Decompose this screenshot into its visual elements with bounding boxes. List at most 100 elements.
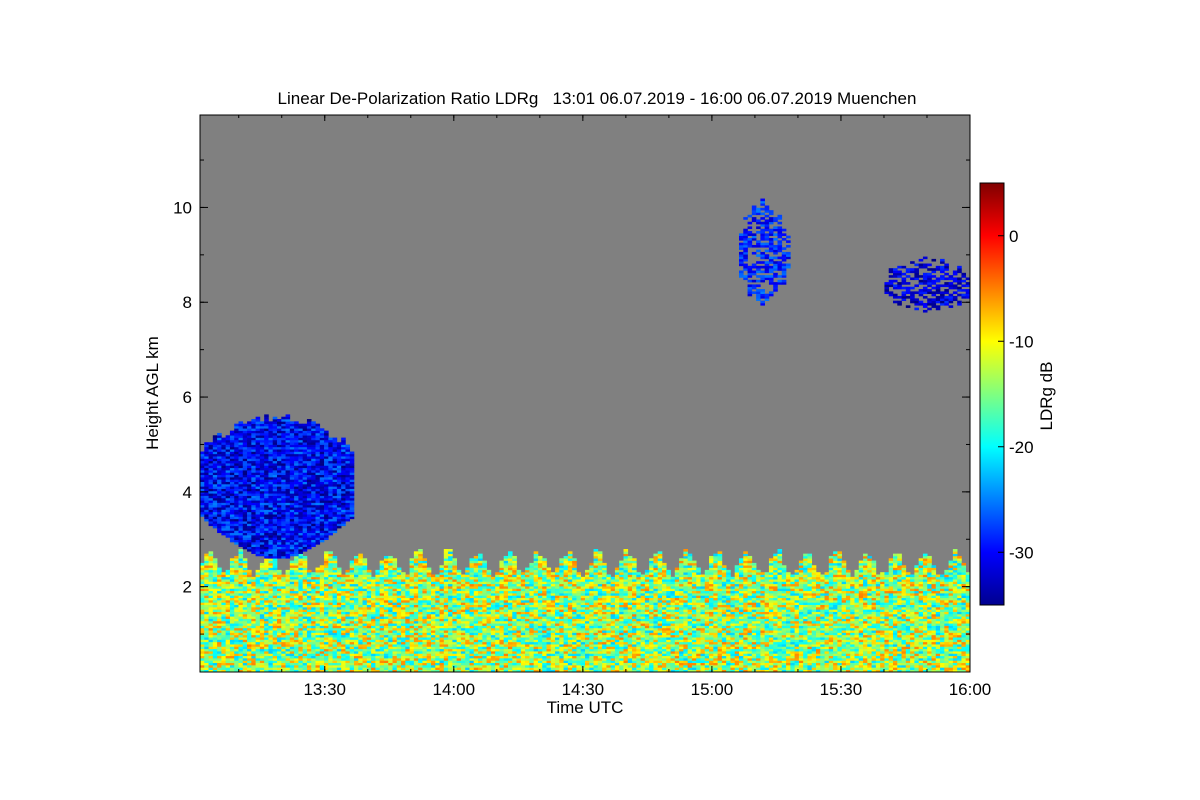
heatmap-cell [311, 590, 316, 594]
heatmap-cell [632, 576, 637, 580]
heatmap-cell [366, 618, 372, 622]
heatmap-cell [589, 590, 594, 594]
heatmap-cell [212, 625, 218, 629]
heatmap-cell [375, 641, 380, 645]
heatmap-cell [580, 579, 586, 582]
heatmap-cell [324, 648, 329, 652]
heatmap-cell [401, 669, 406, 672]
heatmap-cell [332, 616, 338, 619]
heatmap-cell [597, 572, 603, 575]
heatmap-cell [465, 646, 470, 650]
heatmap-cell [426, 593, 432, 596]
heatmap-cell [332, 609, 338, 612]
heatmap-cell [225, 588, 231, 592]
heatmap-cell [460, 611, 466, 615]
heatmap-cell [264, 634, 269, 638]
heatmap-cell [336, 669, 342, 672]
heatmap-cell [336, 600, 342, 603]
heatmap-cell [204, 623, 209, 626]
heatmap-cell [298, 641, 303, 645]
heatmap-cell [448, 669, 453, 672]
heatmap-cell [319, 597, 325, 601]
heatmap-cell [443, 576, 449, 580]
heatmap-cell [426, 665, 432, 668]
heatmap-cell [388, 572, 393, 575]
heatmap-cell [242, 586, 248, 589]
heatmap-cell [405, 651, 410, 654]
heatmap-cell [563, 567, 569, 571]
heatmap-cell [465, 569, 470, 573]
heatmap-cell [619, 620, 624, 624]
heatmap-cell [529, 604, 534, 608]
heatmap-cell [268, 625, 274, 629]
heatmap-cell [550, 597, 556, 601]
heatmap-cell [589, 600, 594, 603]
heatmap-cell [503, 558, 509, 561]
heatmap-cell [319, 616, 325, 619]
heatmap-cell [208, 555, 214, 559]
heatmap-cell [614, 611, 620, 615]
heatmap-cell [306, 572, 312, 575]
heatmap-cell [632, 646, 637, 650]
heatmap-cell [319, 641, 325, 645]
heatmap-cell [593, 600, 599, 603]
heatmap-cell [285, 644, 291, 647]
heatmap-cell [550, 632, 556, 636]
heatmap-cell [413, 609, 419, 612]
heatmap-cell [632, 572, 637, 575]
heatmap-cell [563, 593, 569, 596]
heatmap-cell [520, 662, 526, 666]
heatmap-cell [375, 665, 380, 668]
heatmap-cell [448, 553, 453, 557]
heatmap-cell [328, 595, 333, 599]
heatmap-cell [602, 669, 607, 672]
heatmap-cell [217, 607, 222, 610]
heatmap-cell [589, 616, 594, 619]
heatmap-cell [597, 665, 603, 668]
heatmap-cell [354, 567, 359, 571]
heatmap-cell [508, 565, 513, 568]
heatmap-cell [217, 665, 222, 668]
heatmap-cell [332, 569, 338, 573]
heatmap-cell [204, 667, 209, 670]
heatmap-cell [238, 590, 244, 594]
heatmap-cell [319, 669, 325, 672]
heatmap-cell [302, 576, 308, 580]
heatmap-cell [272, 630, 278, 633]
heatmap-cell [413, 651, 419, 654]
heatmap-cell [546, 639, 552, 643]
heatmap-cell [632, 602, 637, 605]
heatmap-cell [319, 627, 325, 631]
heatmap-cell [499, 581, 505, 585]
heatmap-cell [277, 611, 282, 615]
heatmap-cell [251, 651, 256, 654]
heatmap-cell [349, 658, 355, 661]
heatmap-cell [392, 665, 398, 668]
heatmap-cell [503, 602, 509, 605]
heatmap-cell [525, 630, 530, 633]
heatmap-cell [567, 669, 573, 672]
heatmap-cell [281, 613, 286, 617]
heatmap-cell [247, 572, 252, 575]
heatmap-cell [593, 604, 599, 608]
heatmap-cell [409, 581, 415, 585]
heatmap-cell [294, 604, 299, 608]
heatmap-cell [537, 662, 543, 666]
heatmap-cell [422, 609, 428, 612]
heatmap-cell [298, 572, 303, 575]
heatmap-cell [200, 572, 205, 575]
heatmap-cell [452, 646, 457, 650]
heatmap-cell [593, 611, 599, 615]
heatmap-cell [546, 602, 552, 605]
heatmap-cell [576, 609, 582, 612]
heatmap-cell [289, 665, 295, 668]
heatmap-cell [264, 618, 269, 622]
heatmap-cell [520, 625, 526, 629]
heatmap-cell [362, 613, 368, 617]
heatmap-cell [362, 611, 368, 615]
heatmap-cell [520, 667, 526, 670]
heatmap-cell [602, 651, 607, 654]
heatmap-cell [426, 669, 432, 672]
heatmap-cell [640, 590, 646, 594]
heatmap-cell [623, 641, 629, 645]
